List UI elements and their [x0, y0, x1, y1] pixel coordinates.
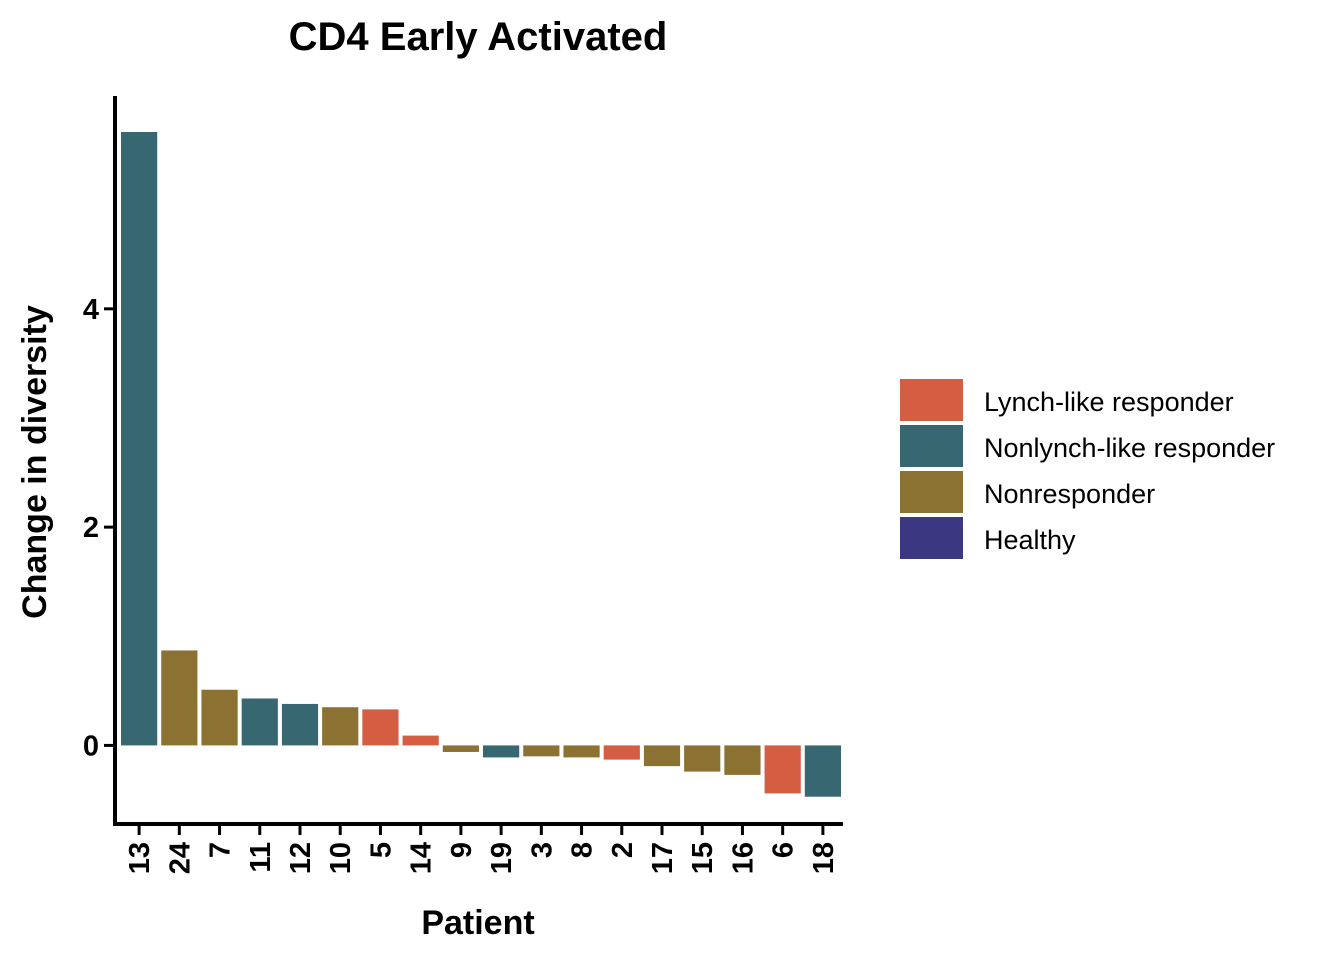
bar-patient-10 [322, 707, 359, 746]
bar-patient-15 [684, 745, 721, 772]
bar-patient-8 [563, 745, 600, 758]
x-tick-label: 10 [325, 842, 357, 874]
legend-label: Healthy [984, 525, 1076, 555]
x-tick-label: 9 [446, 842, 478, 858]
x-axis: 13 24 7 11 12 10 5 14 9 19 3 8 2 17 15 16 6 18 [113, 822, 843, 874]
x-tick-label: 5 [365, 842, 397, 858]
x-tick-label: 17 [647, 842, 679, 874]
bar-patient-19 [483, 745, 520, 758]
legend-label: Nonresponder [984, 479, 1155, 509]
x-tick-label: 3 [526, 842, 558, 858]
bar-patient-5 [362, 709, 399, 746]
bar-patient-3 [523, 745, 560, 757]
bar-patient-18 [804, 745, 841, 797]
y-axis: 0 2 4 [83, 96, 117, 824]
bar-patient-13 [121, 132, 158, 746]
bar-patient-7 [201, 689, 238, 746]
bars-group [121, 132, 841, 797]
x-tick-label: 11 [245, 842, 277, 873]
y-tick-label: 2 [83, 512, 99, 544]
legend-swatch [900, 471, 963, 513]
legend: Lynch-like responder Nonlynch-like respon… [900, 379, 1275, 559]
x-tick-label: 14 [406, 842, 438, 874]
y-axis-title: Change in diversity [16, 305, 54, 619]
bar-patient-12 [281, 703, 319, 746]
x-tick-label: 7 [205, 842, 237, 858]
chart-title: CD4 Early Activated [289, 15, 668, 59]
x-tick-label: 12 [285, 842, 317, 874]
y-tick-label: 0 [83, 730, 99, 762]
bar-patient-11 [241, 698, 278, 746]
legend-label: Nonlynch-like responder [984, 433, 1275, 463]
legend-swatch [900, 517, 963, 559]
x-tick-label: 19 [486, 842, 518, 874]
x-tick-label: 18 [808, 842, 840, 874]
bar-patient-9 [442, 745, 479, 752]
x-axis-title: Patient [421, 904, 534, 942]
x-tick-label: 15 [687, 842, 719, 874]
x-tick-label: 2 [607, 842, 639, 858]
bar-patient-24 [161, 650, 198, 746]
bar-patient-2 [603, 745, 640, 760]
x-tick-label: 6 [768, 842, 800, 858]
bar-patient-17 [643, 745, 681, 767]
legend-swatch [900, 425, 963, 467]
x-tick-label: 13 [124, 842, 156, 874]
legend-swatch [900, 379, 963, 421]
bar-patient-6 [764, 745, 801, 794]
legend-label: Lynch-like responder [984, 387, 1234, 417]
x-tick-label: 24 [164, 842, 196, 874]
bar-patient-16 [724, 745, 761, 775]
x-tick-label: 8 [567, 842, 599, 858]
bar-patient-14 [402, 735, 439, 746]
y-tick-label: 4 [83, 294, 99, 326]
x-tick-label: 16 [727, 842, 759, 874]
